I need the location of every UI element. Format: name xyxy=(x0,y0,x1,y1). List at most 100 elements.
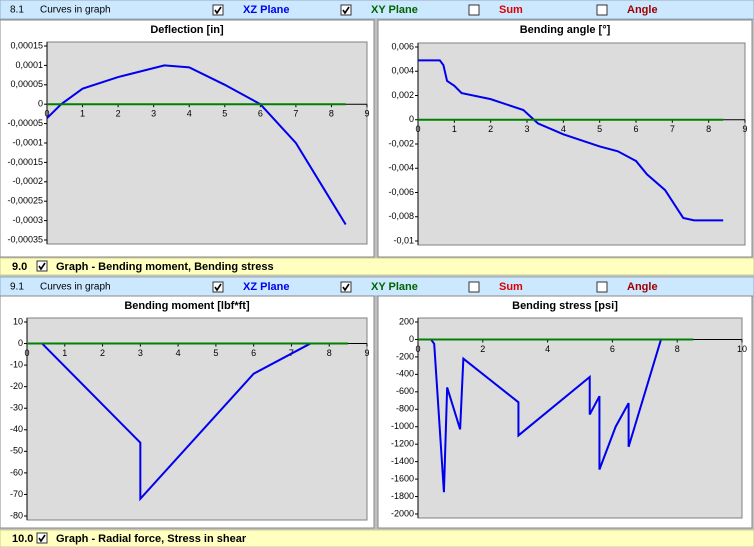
x-tick-label: 8 xyxy=(706,124,711,134)
x-tick-label: 2 xyxy=(480,344,485,354)
y-tick-label: -60 xyxy=(10,467,23,477)
y-tick-label: -1400 xyxy=(391,456,414,466)
y-tick-label: 0,00015 xyxy=(10,40,43,50)
x-tick-label: 6 xyxy=(251,348,256,358)
y-tick-label: 0,002 xyxy=(391,90,414,100)
y-tick-label: -1800 xyxy=(391,491,414,501)
group-number: 9.0 xyxy=(12,261,27,273)
checkbox[interactable] xyxy=(468,281,480,293)
y-tick-label: -1000 xyxy=(391,421,414,431)
y-tick-label: -0,0003 xyxy=(12,215,43,225)
checkbox[interactable] xyxy=(36,260,48,272)
check-mark xyxy=(342,283,350,292)
chart-title: Bending stress [psi] xyxy=(512,300,618,312)
checkbox[interactable] xyxy=(340,281,352,293)
check-mark xyxy=(214,283,222,292)
x-tick-label: 8 xyxy=(675,344,680,354)
y-tick-label: -30 xyxy=(10,403,23,413)
x-tick-label: 6 xyxy=(610,344,615,354)
check-mark xyxy=(342,6,350,15)
section-number: 8.1 xyxy=(10,5,24,16)
group-row xyxy=(0,257,754,276)
group-label: Graph - Radial force, Stress in shear xyxy=(56,533,247,545)
y-tick-label: 0 xyxy=(409,334,414,344)
y-tick-label: -0,00015 xyxy=(7,157,43,167)
section-row xyxy=(0,0,754,20)
y-tick-label: -800 xyxy=(396,404,414,414)
y-tick-label: -0,0002 xyxy=(12,176,43,186)
x-tick-label: 0 xyxy=(44,109,49,119)
plot-area xyxy=(417,42,746,246)
series-line xyxy=(430,338,662,493)
y-tick-label: 0,006 xyxy=(391,41,414,51)
plot-area xyxy=(26,317,368,521)
checkbox[interactable] xyxy=(212,281,224,293)
x-tick-label: 9 xyxy=(742,124,747,134)
x-tick-label: 8 xyxy=(327,348,332,358)
y-tick-label: -600 xyxy=(396,386,414,396)
y-tick-label: 0,0001 xyxy=(15,60,43,70)
checkbox[interactable] xyxy=(36,532,48,544)
chart-title: Deflection [in] xyxy=(150,24,224,36)
option-label: Sum xyxy=(499,4,523,16)
y-tick-label: -10 xyxy=(10,359,23,369)
y-tick-label: 0,004 xyxy=(391,66,414,76)
x-tick-label: 6 xyxy=(633,124,638,134)
y-tick-label: -40 xyxy=(10,424,23,434)
plot-area xyxy=(417,317,743,519)
checkbox[interactable] xyxy=(596,4,608,16)
checkbox[interactable] xyxy=(468,4,480,16)
option-label: Angle xyxy=(627,281,658,293)
x-tick-label: 9 xyxy=(364,348,369,358)
y-tick-label: -1600 xyxy=(391,473,414,483)
y-tick-label: 0 xyxy=(409,114,414,124)
y-tick-label: -0,002 xyxy=(388,138,414,148)
chart-title: Bending moment [lbf*ft] xyxy=(124,300,250,312)
x-tick-label: 4 xyxy=(187,109,192,119)
y-tick-label: -0,008 xyxy=(388,211,414,221)
checkbox[interactable] xyxy=(340,4,352,16)
x-tick-label: 2 xyxy=(100,348,105,358)
section-label: Curves in graph xyxy=(40,5,111,16)
section-label: Curves in graph xyxy=(40,282,111,293)
x-tick-label: 1 xyxy=(452,124,457,134)
section-row xyxy=(0,276,754,297)
series-line xyxy=(46,64,347,226)
x-tick-label: 6 xyxy=(258,109,263,119)
x-tick-label: 3 xyxy=(524,124,529,134)
option-label: XZ Plane xyxy=(243,4,289,16)
x-tick-label: 5 xyxy=(222,109,227,119)
y-tick-label: -70 xyxy=(10,489,23,499)
x-tick-label: 9 xyxy=(364,109,369,119)
x-tick-label: 4 xyxy=(176,348,181,358)
chart-title: Bending angle [°] xyxy=(520,24,611,36)
option-label: XY Plane xyxy=(371,281,418,293)
y-tick-label: -0,01 xyxy=(393,235,414,245)
checkbox[interactable] xyxy=(212,4,224,16)
x-tick-label: 3 xyxy=(138,348,143,358)
x-tick-label: 1 xyxy=(80,109,85,119)
x-tick-label: 0 xyxy=(415,124,420,134)
x-tick-label: 4 xyxy=(545,344,550,354)
checkbox[interactable] xyxy=(596,281,608,293)
x-tick-label: 0 xyxy=(415,344,420,354)
group-label: Graph - Bending moment, Bending stress xyxy=(56,261,274,273)
y-tick-label: 0 xyxy=(38,99,43,109)
option-label: Angle xyxy=(627,4,658,16)
y-tick-label: -200 xyxy=(396,351,414,361)
x-tick-label: 10 xyxy=(737,344,747,354)
y-tick-label: -0,00005 xyxy=(7,118,43,128)
x-tick-label: 4 xyxy=(561,124,566,134)
series-line xyxy=(41,342,311,502)
option-label: XZ Plane xyxy=(243,281,289,293)
y-tick-label: -0,00035 xyxy=(7,234,43,244)
section-number: 9.1 xyxy=(10,282,24,293)
x-tick-label: 3 xyxy=(151,109,156,119)
y-tick-label: -400 xyxy=(396,369,414,379)
group-number: 10.0 xyxy=(12,533,33,545)
y-tick-label: -20 xyxy=(10,381,23,391)
plot-area xyxy=(46,41,368,245)
option-label: Sum xyxy=(499,281,523,293)
y-tick-label: -0,004 xyxy=(388,163,414,173)
check-mark xyxy=(214,6,222,15)
